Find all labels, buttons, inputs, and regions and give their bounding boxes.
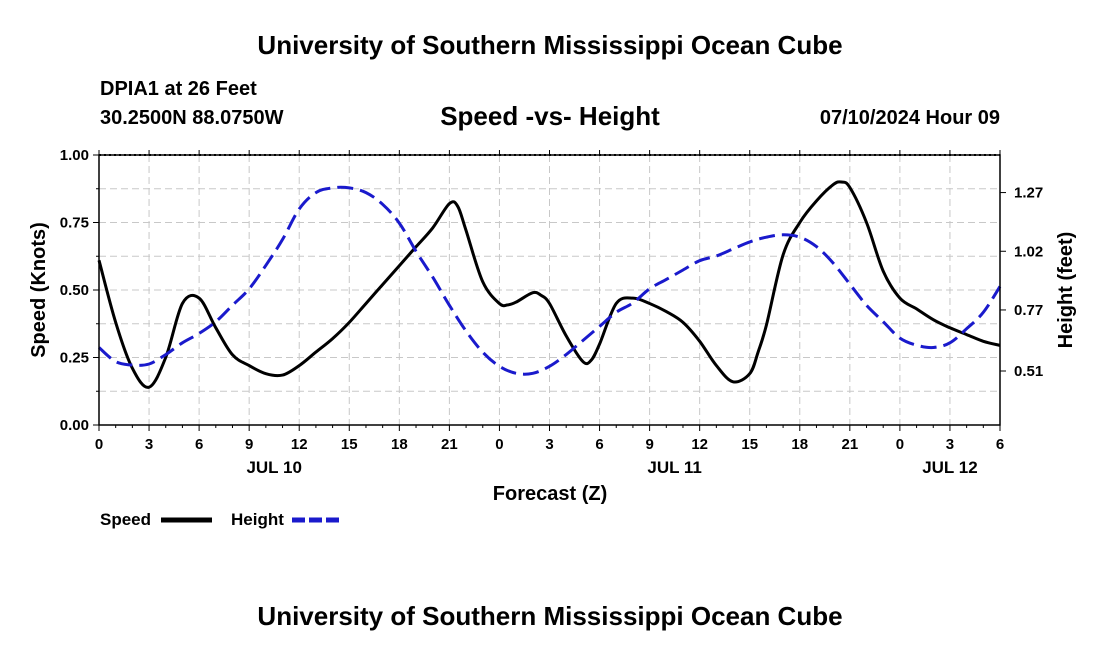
x-tick-label: 21 (441, 436, 458, 453)
axes: 0 3 6 9 12 15 18 21 0 3 6 9 12 15 18 21 0 3 6 JUL 10 JUL 11 J… (60, 147, 1043, 477)
x-tick-label: 6 (996, 436, 1004, 453)
grid (99, 155, 1000, 425)
y-tick-label-right: 0.51 (1014, 363, 1043, 380)
x-tick-label: 0 (896, 436, 904, 453)
date-label: JUL 11 (647, 458, 702, 477)
timestamp-label: 07/10/2024 Hour 09 (820, 107, 1000, 129)
x-tick-label: 18 (791, 436, 808, 453)
x-tick-label: 12 (691, 436, 708, 453)
legend-speed-label: Speed (100, 510, 151, 529)
y-tick-label-left: 0.25 (60, 350, 89, 367)
y-tick-label-left: 1.00 (60, 147, 89, 164)
station-label: DPIA1 at 26 Feet (100, 78, 257, 100)
page-title: University of Southern Mississippi Ocean… (257, 30, 842, 60)
date-label: JUL 10 (246, 458, 301, 477)
x-tick-label: 9 (645, 436, 653, 453)
location-label: 30.2500N 88.0750W (100, 107, 284, 129)
y-tick-label-left: 0.50 (60, 282, 89, 299)
x-axis-label: Forecast (Z) (493, 483, 607, 505)
speed-series-line (97, 180, 1001, 389)
x-tick-label: 12 (291, 436, 308, 453)
x-tick-label: 15 (741, 436, 758, 453)
x-tick-label: 3 (946, 436, 954, 453)
x-tick-label: 9 (245, 436, 253, 453)
y-tick-label-left: 0.75 (60, 215, 89, 232)
chart-title: Speed -vs- Height (440, 101, 660, 131)
y-tick-label-left: 0.00 (60, 417, 89, 434)
x-tick-label: 3 (145, 436, 153, 453)
x-tick-label: 6 (595, 436, 603, 453)
y-axis-label-right: Height (feet) (1055, 232, 1077, 349)
x-tick-label: 15 (341, 436, 358, 453)
series-layer (97, 180, 1002, 389)
height-series-line (97, 185, 1002, 376)
y-tick-label-right: 1.02 (1014, 243, 1043, 260)
x-tick-label: 18 (391, 436, 408, 453)
legend-height-label: Height (231, 510, 284, 529)
y-axis-label-left: Speed (Knots) (28, 222, 50, 358)
x-tick-label: 6 (195, 436, 203, 453)
legend: Speed Height (100, 510, 342, 529)
y-tick-label-right: 1.27 (1014, 185, 1043, 202)
x-tick-label: 0 (95, 436, 103, 453)
y-tick-label-right: 0.77 (1014, 302, 1043, 319)
x-tick-label: 21 (841, 436, 858, 453)
x-tick-label: 0 (495, 436, 503, 453)
footer-title: University of Southern Mississippi Ocean… (257, 601, 842, 631)
x-tick-label: 3 (545, 436, 553, 453)
date-label: JUL 12 (922, 458, 977, 477)
